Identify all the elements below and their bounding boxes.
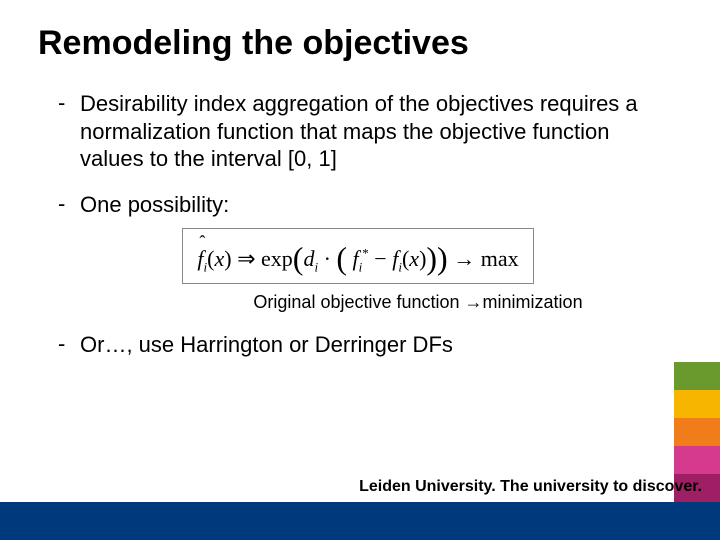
formula-container: fi(x) ⇒ exp(di · ( fi* − fi(x))) → max xyxy=(58,228,658,284)
footer-tagline: Leiden University. The university to dis… xyxy=(359,478,702,496)
color-square xyxy=(674,390,720,418)
bullet-text: Or…, use Harrington or Derringer DFs xyxy=(80,331,453,359)
formula: fi(x) ⇒ exp(di · ( fi* − fi(x))) → max xyxy=(197,246,518,271)
formula-sup: * xyxy=(362,246,369,261)
formula-sub: i xyxy=(359,259,363,274)
implies-icon: ⇒ xyxy=(237,246,255,271)
formula-fhat: f xyxy=(197,246,203,271)
caption-left: Original objective function xyxy=(253,292,464,312)
bullet-dash: - xyxy=(58,331,80,359)
color-square xyxy=(674,446,720,474)
color-square xyxy=(674,418,720,446)
bullet-text: Desirability index aggregation of the ob… xyxy=(80,90,658,173)
arrow-right-icon: → xyxy=(453,246,475,271)
formula-box: fi(x) ⇒ exp(di · ( fi* − fi(x))) → max xyxy=(182,228,533,284)
formula-fn: exp xyxy=(261,246,293,271)
formula-rhs: max xyxy=(481,246,519,271)
bottom-bar xyxy=(0,502,720,540)
bullet-text: One possibility: xyxy=(80,191,229,219)
formula-sub: i xyxy=(314,259,318,274)
bullet-dash: - xyxy=(58,90,80,173)
slide: Remodeling the objectives - Desirability… xyxy=(0,0,720,540)
formula-var: f xyxy=(197,246,203,271)
bullet-item: - One possibility: xyxy=(58,191,658,219)
bullet-dash: - xyxy=(58,191,80,219)
slide-title: Remodeling the objectives xyxy=(38,24,469,63)
formula-caption: Original objective function →minimizatio… xyxy=(178,292,658,313)
formula-var: d xyxy=(303,246,314,271)
formula-arg: x xyxy=(409,246,419,271)
formula-arg: x xyxy=(214,246,224,271)
bullet-item: - Or…, use Harrington or Derringer DFs xyxy=(58,331,658,359)
arrow-right-icon: → xyxy=(465,292,483,312)
bullet-item: - Desirability index aggregation of the … xyxy=(58,90,658,173)
content-area: - Desirability index aggregation of the … xyxy=(58,90,658,377)
color-square xyxy=(674,362,720,390)
caption-right: minimization xyxy=(483,292,583,312)
